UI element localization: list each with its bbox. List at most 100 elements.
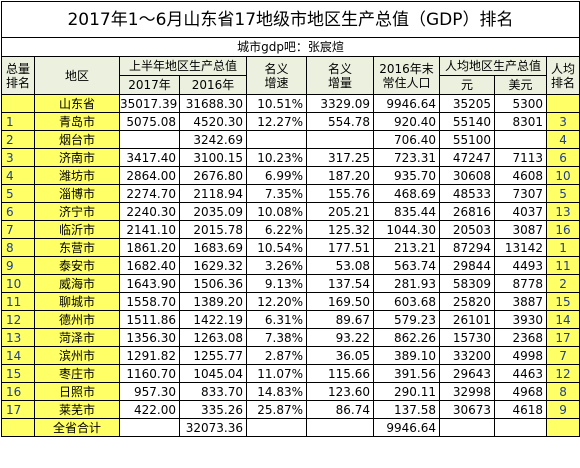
per-capita-yuan-cell: 26816 xyxy=(439,202,495,221)
growth-cell: 7.35% xyxy=(246,184,307,203)
increase-cell: 86.74 xyxy=(306,400,374,419)
per-capita-yuan-cell: 55140 xyxy=(439,112,495,131)
per-capita-yuan-cell: 30608 xyxy=(439,166,495,185)
population-cell: 935.70 xyxy=(373,166,440,185)
rank-cell: 11 xyxy=(1,292,35,311)
gdp-2017-cell: 2274.70 xyxy=(119,184,180,203)
rank-cell: 1 xyxy=(1,112,35,131)
region-cell: 泰安市 xyxy=(34,256,120,275)
region-cell: 德州市 xyxy=(34,310,120,329)
gdp-2017-cell: 1356.30 xyxy=(119,328,180,347)
data-row: 10 威海市 1643.90 1506.36 9.13% 137.54 281.93 5830… xyxy=(1,274,580,293)
per-capita-rank-cell: 10 xyxy=(545,166,580,185)
increase-cell: 317.25 xyxy=(306,148,374,167)
rank-cell: 4 xyxy=(1,166,35,185)
gdp-2016-cell: 1422.19 xyxy=(179,310,247,329)
per-capita-usd-cell: 3887 xyxy=(494,292,547,311)
data-row: 1 青岛市 5075.08 4520.30 12.27% 554.78 920.40 5514… xyxy=(1,112,580,131)
region-cell: 全省合计 xyxy=(34,418,120,437)
gdp-2017-cell: 957.30 xyxy=(119,382,180,401)
data-row: 3 济南市 3417.40 3100.15 10.23% 317.25 723.31 4724… xyxy=(1,148,580,167)
gdp-2016-cell: 833.70 xyxy=(179,382,247,401)
per-capita-usd-cell: 4463 xyxy=(494,364,547,383)
increase-cell: 93.22 xyxy=(306,328,374,347)
per-capita-yuan-cell: 33200 xyxy=(439,346,495,365)
growth-cell: 9.13% xyxy=(246,274,307,293)
header-row: 2017年 2016年 元美元 xyxy=(2,75,580,95)
per-capita-usd-cell xyxy=(494,418,547,437)
region-cell: 山东省 xyxy=(34,94,120,113)
per-capita-rank-cell: 16 xyxy=(545,220,580,239)
rank-cell: 2 xyxy=(1,130,35,149)
region-cell: 聊城市 xyxy=(34,292,120,311)
per-capita-usd-cell: 4618 xyxy=(494,400,547,419)
data-row: 12 德州市 1511.86 1422.19 6.31% 89.67 579.23 26101… xyxy=(1,310,580,329)
gdp-2016-cell: 2676.80 xyxy=(179,166,247,185)
growth-cell: 14.83% xyxy=(246,382,307,401)
gdp-2017-cell: 35017.39 xyxy=(119,94,180,113)
population-cell: 563.74 xyxy=(373,256,440,275)
region-cell: 烟台市 xyxy=(34,130,120,149)
population-cell: 9946.64 xyxy=(373,94,440,113)
growth-cell: 3.26% xyxy=(246,256,307,275)
per-capita-rank-cell: 8 xyxy=(545,382,580,401)
region-cell: 滨州市 xyxy=(34,346,120,365)
per-capita-yuan-cell: 30673 xyxy=(439,400,495,419)
header-usd: 美元 xyxy=(494,75,547,95)
increase-cell: 53.08 xyxy=(306,256,374,275)
gdp-2017-cell: 1682.40 xyxy=(119,256,180,275)
per-capita-yuan-cell: 29643 xyxy=(439,364,495,383)
population-cell: 290.11 xyxy=(373,382,440,401)
increase-cell: 115.66 xyxy=(306,364,374,383)
population-cell: 579.23 xyxy=(373,310,440,329)
header-region: 地区 xyxy=(34,56,120,95)
region-cell: 临沂市 xyxy=(34,220,120,239)
growth-cell: 25.87% xyxy=(246,400,307,419)
rank-cell: 3 xyxy=(1,148,35,167)
rank-cell: 6 xyxy=(1,202,35,221)
region-cell: 菏泽市 xyxy=(34,328,120,347)
population-cell: 862.26 xyxy=(373,328,440,347)
per-capita-rank-cell: 2 xyxy=(545,274,580,293)
population-cell: 137.58 xyxy=(373,400,440,419)
population-cell: 468.69 xyxy=(373,184,440,203)
title-row: 2017年1～6月山东省17地级市地区生产总值（GDP）排名 xyxy=(0,1,580,38)
per-capita-yuan-cell: 29844 xyxy=(439,256,495,275)
rank-cell: 10 xyxy=(1,274,35,293)
increase-cell: 169.50 xyxy=(306,292,374,311)
per-capita-usd-cell: 7307 xyxy=(494,184,547,203)
growth-cell: 6.99% xyxy=(246,166,307,185)
per-capita-usd-cell: 5300 xyxy=(494,94,547,113)
population-cell: 213.21 xyxy=(373,238,440,257)
header-growth-line: 增速 xyxy=(264,75,289,90)
region-cell: 枣庄市 xyxy=(34,364,120,383)
per-capita-rank-cell: 12 xyxy=(545,364,580,383)
subtitle-row: 城市gdp吧：张宸煊 xyxy=(0,37,580,57)
data-row: 全省合计 32073.36 9946.64 xyxy=(1,418,580,437)
gdp-2016-cell: 2118.94 xyxy=(179,184,247,203)
per-capita-yuan-cell: 55100 xyxy=(439,130,495,149)
region-cell: 日照市 xyxy=(34,382,120,401)
growth-cell: 6.22% xyxy=(246,220,307,239)
growth-cell: 7.38% xyxy=(246,328,307,347)
header-population-line: 常住人口 xyxy=(382,75,431,90)
per-capita-rank-cell: 5 xyxy=(545,184,580,203)
header-row: 总量 排名 地区 上半年地区生产总值 名义 增速 名义 增量 2016年末 常住人口 人均地区生产总… xyxy=(1,56,580,95)
gdp-2016-cell: 335.26 xyxy=(179,400,247,419)
region-cell: 青岛市 xyxy=(34,112,120,131)
gdp-2017-cell: 1643.90 xyxy=(119,274,180,293)
gdp-2017-cell: 5075.08 xyxy=(119,112,180,131)
per-capita-rank-cell: 17 xyxy=(545,328,580,347)
data-row: 14 滨州市 1291.82 1255.77 2.87% 36.05 389.10 33200… xyxy=(1,346,580,365)
gdp-2016-cell: 3100.15 xyxy=(179,148,247,167)
gdp-2017-cell xyxy=(119,130,180,149)
header-increase-line: 增量 xyxy=(327,75,352,90)
per-capita-rank-cell: 14 xyxy=(545,310,580,329)
data-row: 15 枣庄市 1160.70 1045.04 11.07% 115.66 391.56 296… xyxy=(1,364,580,383)
per-capita-yuan-cell: 32998 xyxy=(439,382,495,401)
population-cell: 706.40 xyxy=(373,130,440,149)
gdp-2016-cell: 4520.30 xyxy=(179,112,247,131)
gdp-2017-cell: 2141.10 xyxy=(119,220,180,239)
data-row: 11 聊城市 1558.70 1389.20 12.20% 169.50 603.68 258… xyxy=(1,292,580,311)
population-cell: 389.10 xyxy=(373,346,440,365)
